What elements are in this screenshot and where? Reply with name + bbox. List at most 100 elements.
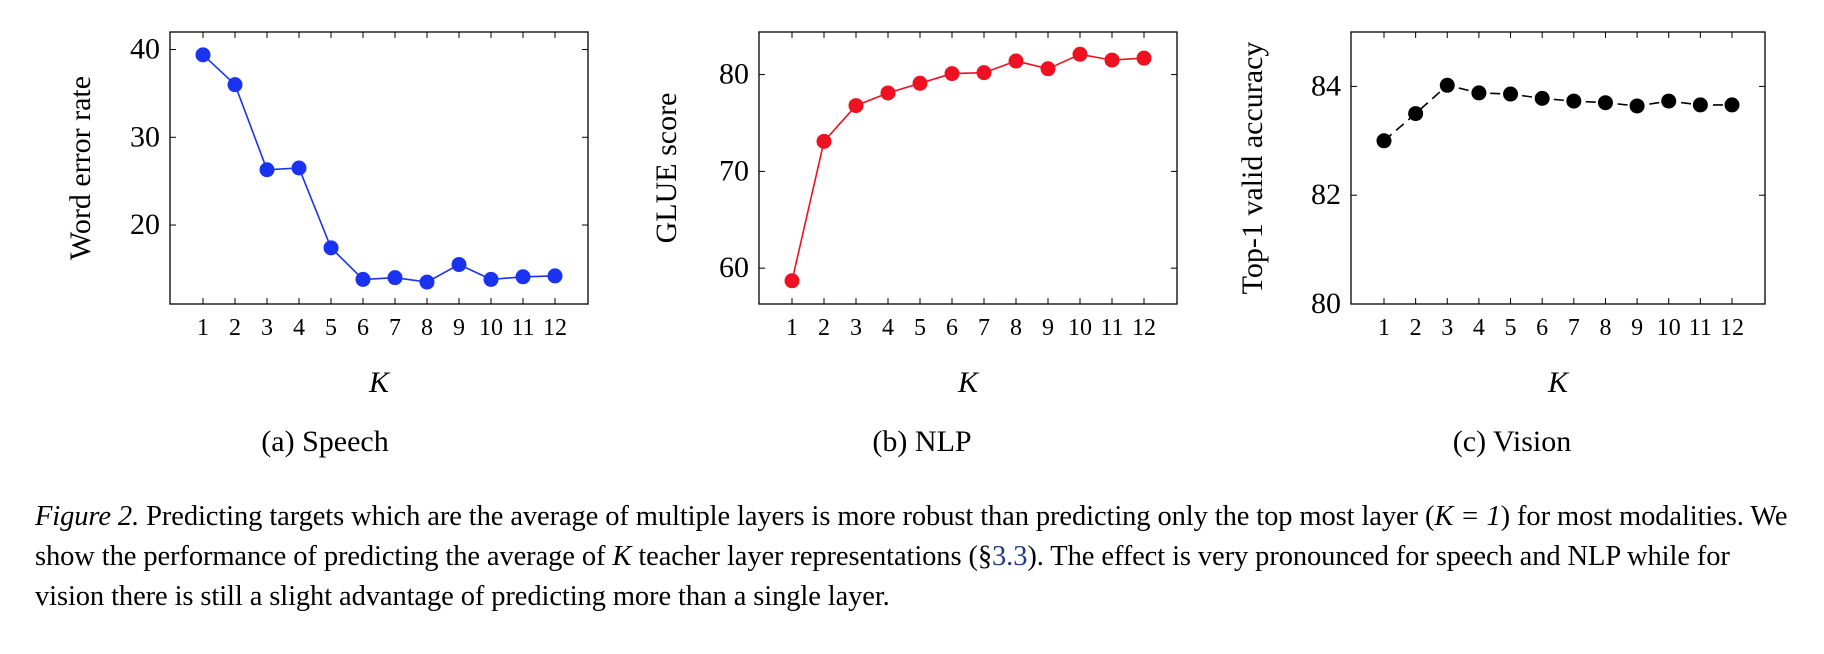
- y-axis-label: Top-1 valid accuracy: [1236, 42, 1269, 295]
- plot-frame: [1350, 31, 1766, 305]
- data-point: [1104, 52, 1120, 68]
- x-tick-label: 12: [1132, 315, 1156, 341]
- plot-frame: [169, 31, 589, 305]
- x-tick-label: 11: [1100, 315, 1123, 341]
- data-point: [515, 269, 531, 285]
- x-tick-label: 5: [1505, 315, 1517, 341]
- x-tick-label: 7: [389, 315, 401, 341]
- y-axis-label: GLUE score: [650, 93, 683, 244]
- caption-text-2: ) for most modalities. We show the perfo…: [35, 501, 1788, 572]
- x-tick-label: 2: [229, 315, 241, 341]
- data-point: [419, 274, 435, 290]
- data-point: [1566, 93, 1582, 109]
- figure-label: Figure 2.: [35, 501, 140, 532]
- data-point: [944, 66, 960, 82]
- plot-frame: [758, 31, 1178, 305]
- data-point: [912, 75, 928, 91]
- y-axis-label: Word error rate: [64, 76, 97, 260]
- y-tick-label: 60: [719, 251, 749, 284]
- data-point: [1692, 97, 1708, 113]
- data-point: [1408, 106, 1424, 122]
- data-point: [1376, 133, 1392, 149]
- caption-text-4: ). The effect is very pronounced for spe…: [35, 541, 1730, 612]
- data-point: [483, 271, 499, 287]
- data-point: [1439, 77, 1455, 93]
- x-tick-label: 5: [914, 315, 926, 341]
- x-tick-label: 4: [882, 315, 894, 341]
- y-tick-label: 20: [130, 208, 160, 241]
- x-tick-label: 5: [325, 315, 337, 341]
- x-tick-label: 10: [479, 315, 503, 341]
- section-reference-link[interactable]: 3.3: [992, 541, 1028, 572]
- x-tick-label: 11: [511, 315, 534, 341]
- x-tick-label: 2: [1410, 315, 1422, 341]
- x-tick-label: 3: [1441, 315, 1453, 341]
- data-point: [1040, 61, 1056, 77]
- series-line: [1383, 84, 1732, 142]
- y-tick-label: 84: [1311, 69, 1341, 102]
- x-tick-label: 4: [1473, 315, 1485, 341]
- data-point: [227, 77, 243, 93]
- data-point: [355, 271, 371, 287]
- x-tick-label: 6: [1536, 315, 1548, 341]
- data-point: [1471, 85, 1487, 101]
- x-tick-label: 12: [1720, 315, 1744, 341]
- x-tick-label: 11: [1689, 315, 1712, 341]
- y-tick-label: 70: [719, 154, 749, 187]
- caption-text-3: teacher layer representations (§: [631, 541, 993, 572]
- data-point: [1629, 98, 1645, 114]
- data-point: [1136, 50, 1152, 66]
- x-tick-label: 2: [818, 315, 830, 341]
- x-tick-label: 10: [1068, 315, 1092, 341]
- data-point: [880, 85, 896, 101]
- data-point: [259, 162, 275, 178]
- x-axis-label: K: [957, 366, 980, 399]
- x-tick-label: 6: [357, 315, 369, 341]
- x-tick-label: 8: [1010, 315, 1022, 341]
- x-tick-label: 7: [978, 315, 990, 341]
- x-tick-label: 9: [453, 315, 465, 341]
- data-point: [976, 65, 992, 81]
- data-point: [784, 273, 800, 289]
- sub-figure-caption: (c) Vision: [1453, 425, 1571, 458]
- x-tick-label: 6: [946, 315, 958, 341]
- data-point: [816, 133, 832, 149]
- x-axis-label: K: [1547, 366, 1570, 399]
- data-point: [1534, 90, 1550, 106]
- data-point: [323, 240, 339, 256]
- x-tick-label: 3: [261, 315, 273, 341]
- caption-text-1: Predicting targets which are the average…: [139, 501, 1435, 532]
- y-tick-label: 40: [130, 33, 160, 66]
- x-tick-label: 9: [1631, 315, 1643, 341]
- caption-math-k: K: [612, 541, 632, 572]
- data-point: [291, 160, 307, 176]
- x-tick-label: 3: [850, 315, 862, 341]
- y-tick-label: 82: [1311, 178, 1341, 211]
- x-tick-label: 1: [786, 315, 798, 341]
- sub-figure-caption: (b) NLP: [872, 425, 971, 458]
- data-point: [1503, 86, 1519, 102]
- y-tick-label: 30: [130, 120, 160, 153]
- figure-caption: Figure 2. Predicting targets which are t…: [35, 497, 1795, 617]
- data-point: [547, 268, 563, 284]
- x-tick-label: 8: [1599, 315, 1611, 341]
- data-point: [195, 47, 211, 63]
- y-tick-label: 80: [719, 58, 749, 91]
- x-tick-label: 1: [197, 315, 209, 341]
- data-point: [451, 257, 467, 273]
- data-point: [1008, 53, 1024, 69]
- y-tick-label: 80: [1311, 287, 1341, 320]
- caption-math-k-equals-1: K = 1: [1434, 501, 1501, 532]
- data-point: [848, 98, 864, 114]
- data-point: [387, 270, 403, 286]
- x-tick-label: 4: [293, 315, 305, 341]
- x-axis-label: K: [368, 366, 391, 399]
- x-tick-label: 7: [1568, 315, 1580, 341]
- x-tick-label: 9: [1042, 315, 1054, 341]
- x-tick-label: 12: [543, 315, 567, 341]
- x-tick-label: 8: [421, 315, 433, 341]
